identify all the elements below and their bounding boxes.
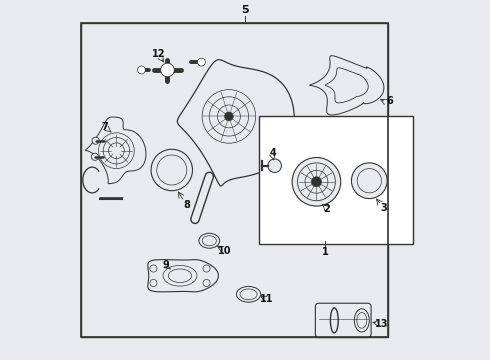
Circle shape — [357, 168, 381, 193]
Ellipse shape — [202, 236, 217, 246]
Polygon shape — [148, 260, 219, 292]
Circle shape — [138, 66, 146, 74]
Circle shape — [150, 265, 157, 272]
Ellipse shape — [240, 289, 257, 300]
Text: 1: 1 — [322, 247, 329, 257]
Circle shape — [351, 163, 387, 199]
FancyBboxPatch shape — [316, 303, 371, 338]
Text: 5: 5 — [241, 5, 249, 15]
Circle shape — [203, 265, 210, 272]
Circle shape — [150, 279, 157, 287]
Text: 12: 12 — [152, 49, 165, 59]
Text: 8: 8 — [184, 200, 191, 210]
Circle shape — [203, 279, 210, 287]
Polygon shape — [310, 56, 384, 115]
Circle shape — [157, 155, 187, 185]
Text: 2: 2 — [323, 204, 330, 214]
Circle shape — [161, 63, 174, 77]
Text: 6: 6 — [386, 96, 393, 107]
Polygon shape — [85, 117, 146, 184]
Circle shape — [92, 137, 99, 144]
Bar — [81, 23, 388, 337]
Text: 3: 3 — [380, 203, 387, 213]
Polygon shape — [325, 68, 368, 103]
Ellipse shape — [199, 233, 220, 248]
Text: 4: 4 — [270, 148, 276, 158]
Text: 7: 7 — [101, 122, 108, 132]
Polygon shape — [177, 60, 294, 186]
Bar — [81, 23, 388, 337]
Circle shape — [151, 149, 193, 191]
Circle shape — [268, 159, 281, 172]
Circle shape — [197, 58, 205, 66]
Bar — [259, 116, 413, 244]
Circle shape — [224, 112, 233, 121]
Circle shape — [292, 157, 341, 206]
Text: 13: 13 — [375, 319, 388, 329]
Text: 10: 10 — [218, 246, 231, 256]
Circle shape — [312, 177, 321, 187]
Text: 11: 11 — [260, 294, 274, 303]
Text: 9: 9 — [162, 260, 169, 270]
Ellipse shape — [237, 287, 261, 302]
Circle shape — [92, 153, 98, 160]
